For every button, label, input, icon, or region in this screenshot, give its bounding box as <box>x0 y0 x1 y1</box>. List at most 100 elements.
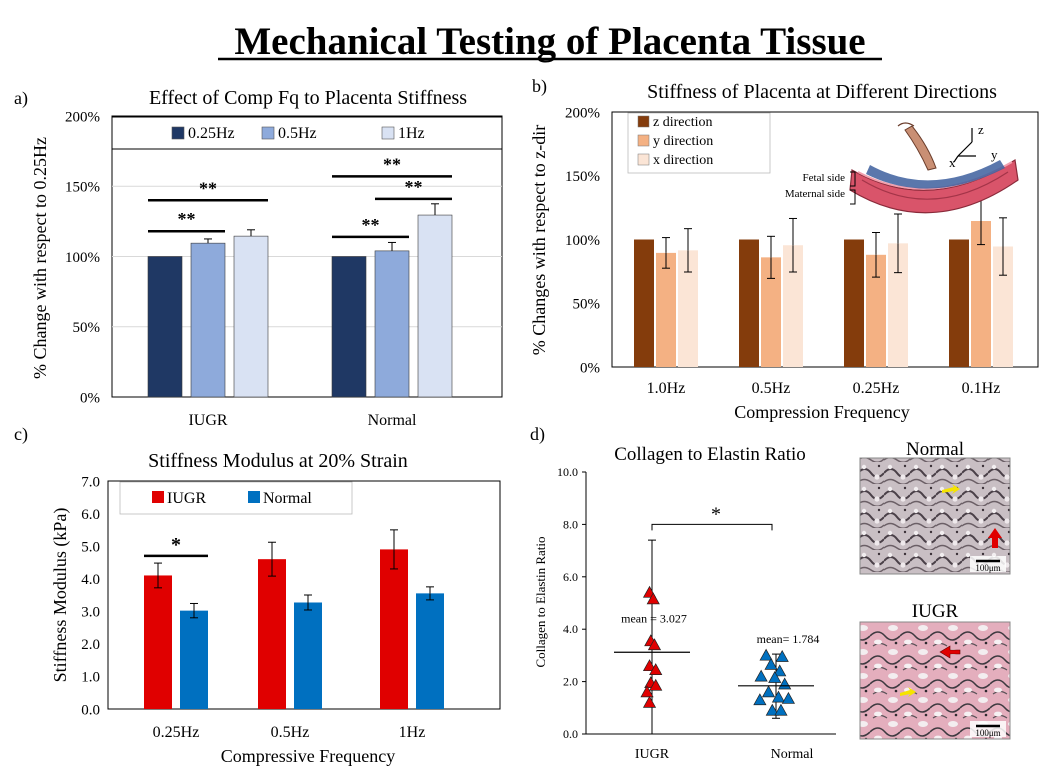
legend-label: x direction <box>653 153 713 168</box>
bar-z-direction <box>634 239 654 367</box>
data-point-Normal <box>768 670 782 683</box>
bar-Normal <box>180 610 208 709</box>
y-tick-label: 10.0 <box>557 465 578 479</box>
legend-swatch <box>381 126 395 140</box>
significance-bracket <box>651 523 773 531</box>
panel-a-y-label: % Change with respect to 0.25Hz <box>30 137 50 379</box>
legend-label: IUGR <box>167 490 206 507</box>
micrograph-iugr-image <box>859 621 1011 740</box>
data-point-IUGR <box>640 685 654 698</box>
x-tick-label: IUGR <box>635 747 670 762</box>
legend-swatch <box>261 126 275 140</box>
y-tick-label: 6.0 <box>81 507 100 523</box>
y-tick-label: 6.0 <box>563 570 578 584</box>
panel-c-y-label: Stiffness Modulus (kPa) <box>50 508 71 683</box>
legend-label: z direction <box>653 115 712 130</box>
y-tick-label: 50% <box>73 320 101 336</box>
panel-d-y-label: Collagen to Elastin Ratio <box>533 536 548 667</box>
y-tick-label: 200% <box>65 109 100 125</box>
panel-c-letter: c) <box>14 424 28 445</box>
axis-z-label: z <box>978 122 984 137</box>
bar-x-direction <box>993 246 1013 367</box>
y-tick-label: 4.0 <box>563 622 578 636</box>
significance-marker: ** <box>405 177 423 197</box>
y-tick-label: 150% <box>565 169 600 185</box>
legend-swatch <box>637 153 650 166</box>
fetal-side-label: Fetal side <box>803 172 846 184</box>
panel-b-frame <box>611 111 1039 368</box>
x-tick-label: 1.0Hz <box>647 380 686 397</box>
data-point-Normal <box>774 703 788 716</box>
data-point-IUGR <box>642 695 657 708</box>
x-tick-label: 1Hz <box>399 724 426 741</box>
bar-1Hz <box>417 214 453 398</box>
bar-0.25Hz <box>147 256 183 398</box>
x-tick-label: Normal <box>771 747 814 762</box>
x-tick-label: 0.25Hz <box>153 724 200 741</box>
data-point-IUGR <box>646 592 660 605</box>
bar-IUGR <box>258 559 286 709</box>
bar-y-direction <box>656 252 676 367</box>
panel-b-y-label: % Changes with respect to z-dir <box>529 125 549 355</box>
bar-z-direction <box>949 239 969 367</box>
bar-0.5Hz <box>190 242 226 398</box>
bar-z-direction <box>844 239 864 367</box>
data-point-IUGR <box>642 659 657 672</box>
panel-d-letter: d) <box>530 424 545 445</box>
bar-1Hz <box>233 235 269 398</box>
elastin-arrow-icon <box>900 687 916 697</box>
bar-x-direction <box>888 243 908 367</box>
placenta-diagram: z y x Fetal side Maternal side <box>785 122 1019 214</box>
significance-marker: ** <box>383 154 401 174</box>
legend-swatch <box>248 491 260 503</box>
placenta-body <box>849 158 1019 214</box>
mean-label: mean= 1.784 <box>757 632 820 646</box>
bar-x-direction <box>678 250 698 367</box>
bar-IUGR <box>380 549 408 709</box>
x-tick-label: 0.1Hz <box>962 380 1001 397</box>
bar-y-direction <box>761 257 781 367</box>
data-point-IUGR <box>649 678 663 691</box>
panel-b: b) Stiffness of Placenta at Different Di… <box>529 76 1039 422</box>
mean-label: mean = 3.027 <box>621 611 687 625</box>
panel-a-letter: a) <box>14 88 28 109</box>
y-tick-label: 0.0 <box>563 727 578 741</box>
legend-label: 0.25Hz <box>188 125 235 142</box>
x-tick-label: 0.25Hz <box>853 380 900 397</box>
panel-d: d) Collagen to Elastin Ratio Collagen to… <box>530 424 836 762</box>
significance-marker: ** <box>362 215 380 235</box>
panel-d-title: Collagen to Elastin Ratio <box>614 444 806 465</box>
y-tick-label: 8.0 <box>563 517 578 531</box>
legend-swatch <box>637 134 650 147</box>
micrograph-normal-image <box>859 457 1011 575</box>
y-tick-label: 3.0 <box>81 605 100 621</box>
scale-label-normal: 100μm <box>975 563 1000 573</box>
y-tick-label: 5.0 <box>81 539 100 555</box>
panel-a: a) Effect of Comp Fq to Placenta Stiffne… <box>14 87 503 429</box>
legend-label: Normal <box>263 490 312 507</box>
legend-label: y direction <box>653 134 713 149</box>
bar-x-direction <box>783 245 803 367</box>
micrograph-iugr-title: IUGR <box>912 601 959 622</box>
bar-0.5Hz <box>374 250 410 398</box>
data-point-Normal <box>754 669 768 682</box>
bar-y-direction <box>866 254 886 367</box>
micrographs: Normal 100μm IUGR 100μm <box>859 439 1011 740</box>
panel-b-legend-box <box>627 112 771 174</box>
umbilical-cord <box>904 125 937 171</box>
legend-label: 1Hz <box>398 125 425 142</box>
bar-IUGR <box>144 575 172 709</box>
y-tick-label: 100% <box>65 250 100 266</box>
bar-0.25Hz <box>331 256 367 398</box>
legend-swatch <box>171 126 185 140</box>
significance-marker: ** <box>199 178 217 198</box>
data-point-Normal <box>764 657 778 670</box>
panel-c-x-label: Compressive Frequency <box>221 746 395 766</box>
legend-label: 0.5Hz <box>278 125 317 142</box>
data-point-Normal <box>765 703 779 716</box>
axis-x-label: x <box>949 155 956 170</box>
fetal-vessels <box>866 160 1005 189</box>
y-tick-label: 100% <box>565 233 600 249</box>
y-tick-label: 0.0 <box>81 702 100 718</box>
